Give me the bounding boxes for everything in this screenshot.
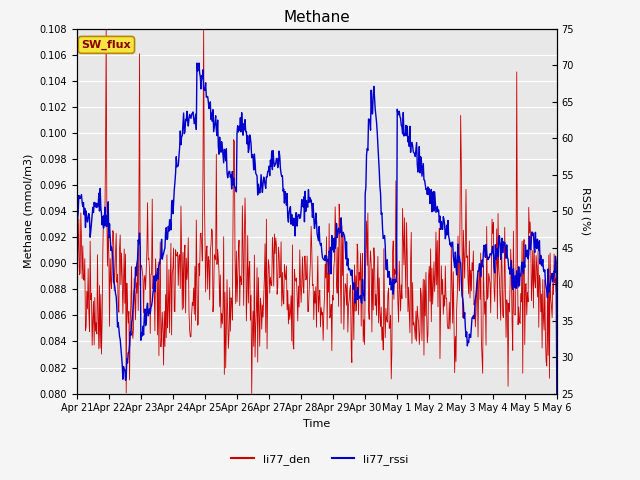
Text: SW_flux: SW_flux [82,40,131,50]
X-axis label: Time: Time [303,419,330,429]
Legend: li77_den, li77_rssi: li77_den, li77_rssi [227,450,413,469]
Y-axis label: RSSI (%): RSSI (%) [581,187,591,235]
Title: Methane: Methane [284,10,350,25]
Y-axis label: Methane (mmol/m3): Methane (mmol/m3) [24,154,34,268]
